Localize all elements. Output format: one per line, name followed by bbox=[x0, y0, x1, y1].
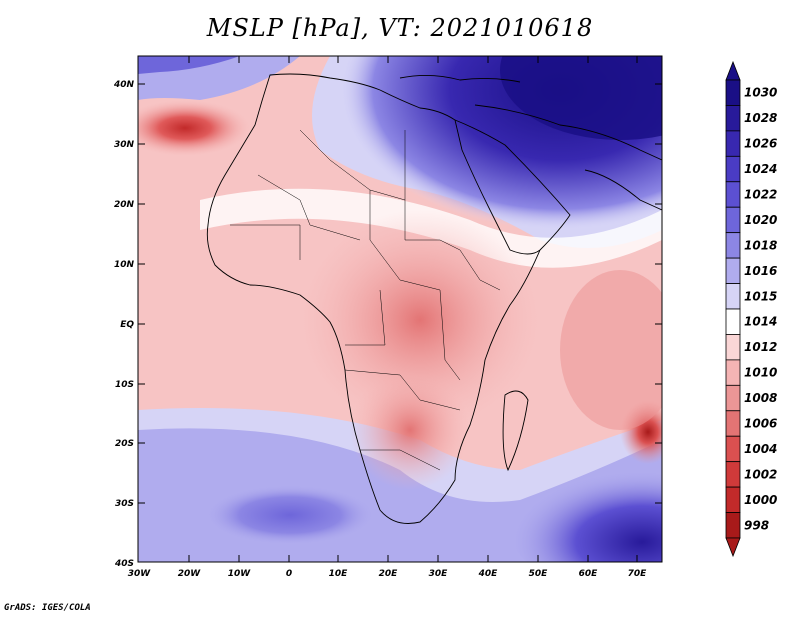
colorbar-label-1026: 1026 bbox=[744, 137, 777, 151]
colorbar-swatch-1006 bbox=[725, 410, 741, 437]
colorbar: 1030 1028 1026 1024 1022 1020 1018 1016 1015 1014… bbox=[725, 60, 777, 558]
colorbar-label-1016: 1016 bbox=[744, 264, 777, 278]
colorbar-swatch-1015 bbox=[725, 283, 741, 310]
colorbar-label-1030: 1030 bbox=[744, 86, 777, 100]
colorbar-label-1012: 1012 bbox=[744, 340, 777, 354]
lon-label-70e: 70E bbox=[628, 569, 648, 579]
lat-label-30n: 30N bbox=[114, 140, 135, 150]
lat-axis: 40N 30N 20N 10N EQ 10S 20S 30S 40S bbox=[113, 80, 662, 569]
pressure-field bbox=[138, 56, 662, 562]
colorbar-swatch-1020 bbox=[725, 206, 741, 234]
colorbar-swatch-1014 bbox=[725, 308, 741, 335]
colorbar-label-1015: 1015 bbox=[744, 289, 777, 303]
credit-text: GrADS: IGES/COLA bbox=[4, 603, 91, 613]
coastlines bbox=[206, 73, 662, 524]
colorbar-label-1018: 1018 bbox=[744, 238, 777, 252]
colorbar-label-1010: 1010 bbox=[744, 366, 777, 380]
colorbar-swatch-1022 bbox=[725, 181, 741, 208]
lat-label-20n: 20N bbox=[114, 200, 135, 210]
lon-label-20e: 20E bbox=[379, 569, 399, 579]
colorbar-swatch-1012 bbox=[725, 334, 741, 361]
lon-label-10w: 10W bbox=[228, 569, 252, 579]
colorbar-arrow-bottom bbox=[725, 537, 741, 558]
lat-label-30s: 30S bbox=[115, 499, 134, 509]
colorbar-swatch-1028 bbox=[725, 105, 741, 132]
colorbar-label-1028: 1028 bbox=[744, 111, 777, 125]
colorbar-swatch-1026 bbox=[725, 130, 741, 157]
lat-label-40s: 40S bbox=[114, 559, 134, 569]
colorbar-label-1008: 1008 bbox=[744, 391, 777, 405]
colorbar-label-1022: 1022 bbox=[744, 188, 777, 202]
lon-label-50e: 50E bbox=[529, 569, 549, 579]
lon-label-30e: 30E bbox=[429, 569, 449, 579]
colorbar-swatch-1024 bbox=[725, 155, 741, 183]
colorbar-label-1004: 1004 bbox=[744, 442, 777, 456]
lon-label-10e: 10E bbox=[329, 569, 349, 579]
lat-label-10n: 10N bbox=[114, 260, 135, 270]
lon-label-60e: 60E bbox=[579, 569, 599, 579]
colorbar-swatch-1000 bbox=[725, 486, 741, 513]
colorbar-label-998: 998 bbox=[744, 518, 769, 532]
colorbar-swatch-1010 bbox=[725, 359, 741, 386]
colorbar-label-1000: 1000 bbox=[744, 493, 777, 507]
colorbar-swatch-1008 bbox=[725, 384, 741, 412]
lon-label-20w: 20W bbox=[178, 569, 202, 579]
colorbar-swatch-1016 bbox=[725, 257, 741, 284]
colorbar-label-1002: 1002 bbox=[744, 467, 777, 481]
lat-label-10s: 10S bbox=[115, 380, 134, 390]
country-borders bbox=[230, 129, 501, 471]
colorbar-swatch-1002 bbox=[725, 461, 741, 488]
lat-label-eq: EQ bbox=[120, 320, 134, 330]
colorbar-swatch-1030 bbox=[725, 79, 741, 106]
lon-label-40e: 40E bbox=[478, 569, 499, 579]
colorbar-arrow-top bbox=[725, 60, 741, 81]
lon-axis: 30W 20W 10W 0 10E 20E 30E 40E 50E 60E 70… bbox=[128, 56, 647, 579]
colorbar-swatch-998 bbox=[725, 512, 741, 539]
colorbar-swatch-1018 bbox=[725, 232, 741, 259]
colorbar-swatch-1004 bbox=[725, 435, 741, 463]
colorbar-label-1024: 1024 bbox=[744, 162, 777, 176]
colorbar-label-1006: 1006 bbox=[744, 417, 777, 431]
lon-label-30w: 30W bbox=[128, 569, 152, 579]
lat-label-40n: 40N bbox=[113, 80, 135, 90]
colorbar-label-1020: 1020 bbox=[744, 213, 777, 227]
plot-frame bbox=[137, 55, 663, 563]
colorbar-label-1014: 1014 bbox=[744, 315, 777, 329]
lat-label-20s: 20S bbox=[115, 439, 134, 449]
lon-label-0: 0 bbox=[286, 569, 292, 579]
chart-title: MSLP [hPa], VT: 2021010618 bbox=[206, 14, 594, 42]
